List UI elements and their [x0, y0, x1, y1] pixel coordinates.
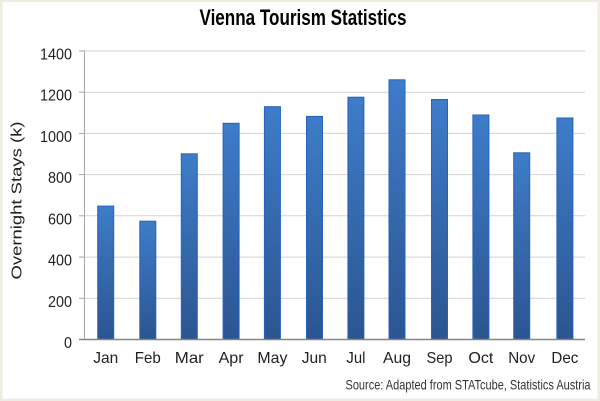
svg-text:Apr: Apr	[219, 350, 245, 367]
svg-text:Nov: Nov	[508, 350, 535, 367]
svg-text:200: 200	[48, 294, 72, 311]
svg-text:400: 400	[48, 253, 72, 270]
svg-text:Jul: Jul	[346, 350, 365, 367]
svg-text:Vienna Tourism Statistics: Vienna Tourism Statistics	[200, 5, 407, 30]
svg-text:Oct: Oct	[468, 350, 494, 367]
svg-text:Feb: Feb	[135, 350, 161, 367]
svg-text:1200: 1200	[40, 88, 72, 105]
svg-text:Sep: Sep	[427, 350, 453, 367]
svg-text:800: 800	[48, 170, 72, 187]
svg-text:Mar: Mar	[175, 350, 205, 367]
svg-text:1000: 1000	[40, 129, 72, 146]
svg-text:May: May	[257, 350, 287, 367]
svg-text:Aug: Aug	[383, 350, 411, 367]
svg-text:Dec: Dec	[551, 350, 578, 367]
svg-text:Jun: Jun	[302, 350, 327, 367]
svg-text:0: 0	[64, 335, 72, 352]
svg-text:Source: Adapted from STATcube,: Source: Adapted from STATcube, Statistic…	[346, 377, 591, 393]
svg-text:Jan: Jan	[93, 350, 118, 367]
svg-text:600: 600	[48, 211, 72, 228]
svg-text:1400: 1400	[40, 47, 72, 64]
svg-text:Overnight Stays (k): Overnight Stays (k)	[9, 121, 26, 279]
